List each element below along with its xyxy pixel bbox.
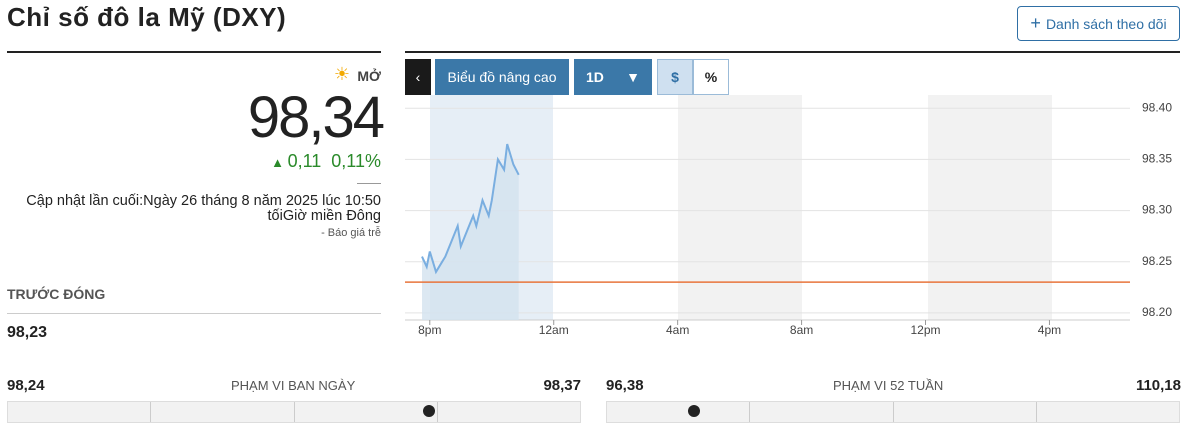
y-tick-label: 98.30: [1142, 203, 1172, 217]
last-updated: Cập nhật lần cuối:Ngày 26 tháng 8 năm 20…: [26, 193, 381, 224]
x-tick-label: 12am: [539, 323, 569, 337]
range-marker: [423, 405, 435, 417]
session-band: [430, 95, 553, 320]
session-band: [678, 95, 802, 320]
dropdown-arrow: ▼: [626, 69, 640, 85]
advanced-chart-button[interactable]: Biểu đồ nâng cao: [435, 59, 569, 95]
delay-note: - Báo giá trễ: [321, 227, 381, 239]
price-line: [421, 143, 520, 275]
range-low: 96,38: [606, 377, 644, 394]
range-high: 110,18: [1135, 377, 1181, 394]
range-marker: [688, 405, 700, 417]
sun-icon: ☀: [333, 64, 350, 84]
area-fill: [422, 144, 519, 320]
watchlist-label: Danh sách theo dõi: [1045, 16, 1167, 32]
x-tick-label: 8pm: [418, 323, 441, 337]
interval-dropdown[interactable]: 1D ▼: [574, 59, 652, 95]
page-title: Chỉ số đô la Mỹ (DXY): [7, 2, 287, 32]
divider: [7, 313, 381, 314]
range-bar: [606, 401, 1180, 423]
previous-close-value: 98,23: [7, 324, 48, 341]
plus-icon: +: [1030, 13, 1046, 33]
watchlist-button[interactable]: + Danh sách theo dõi: [1017, 6, 1180, 41]
interval-label: 1D: [586, 69, 604, 85]
range-label: PHẠM VI BAN NGÀY: [231, 378, 356, 393]
x-tick-label: 8am: [790, 323, 813, 337]
divider: [357, 183, 381, 184]
price: 98,34: [247, 85, 385, 150]
change: ▲ 0,11 0,11%: [271, 151, 381, 172]
session-band: [928, 95, 1052, 320]
change-percent: 0,11%: [331, 151, 381, 171]
range-high: 98,37: [543, 377, 581, 394]
range-low: 98,24: [7, 377, 45, 394]
market-status: MỞ: [357, 68, 381, 84]
previous-close-label: TRƯỚC ĐÓNG: [7, 286, 106, 302]
change-value: 0,11: [287, 151, 322, 171]
range-label: PHẠM VI 52 TUẦN: [833, 378, 944, 393]
collapse-button[interactable]: ‹: [405, 59, 431, 95]
y-tick-label: 98.20: [1142, 305, 1172, 319]
divider: [405, 51, 1180, 53]
dollar-toggle[interactable]: $: [657, 59, 693, 95]
x-tick-label: 4am: [666, 323, 689, 337]
y-tick-label: 98.35: [1142, 152, 1172, 166]
up-arrow: ▲: [271, 155, 288, 170]
y-tick-label: 98.25: [1142, 254, 1172, 268]
range-bar: [7, 401, 581, 423]
x-tick-label: 12pm: [910, 323, 940, 337]
divider: [7, 51, 381, 53]
x-tick-label: 4pm: [1038, 323, 1061, 337]
y-tick-label: 98.40: [1142, 100, 1172, 114]
percent-toggle[interactable]: %: [693, 59, 729, 95]
